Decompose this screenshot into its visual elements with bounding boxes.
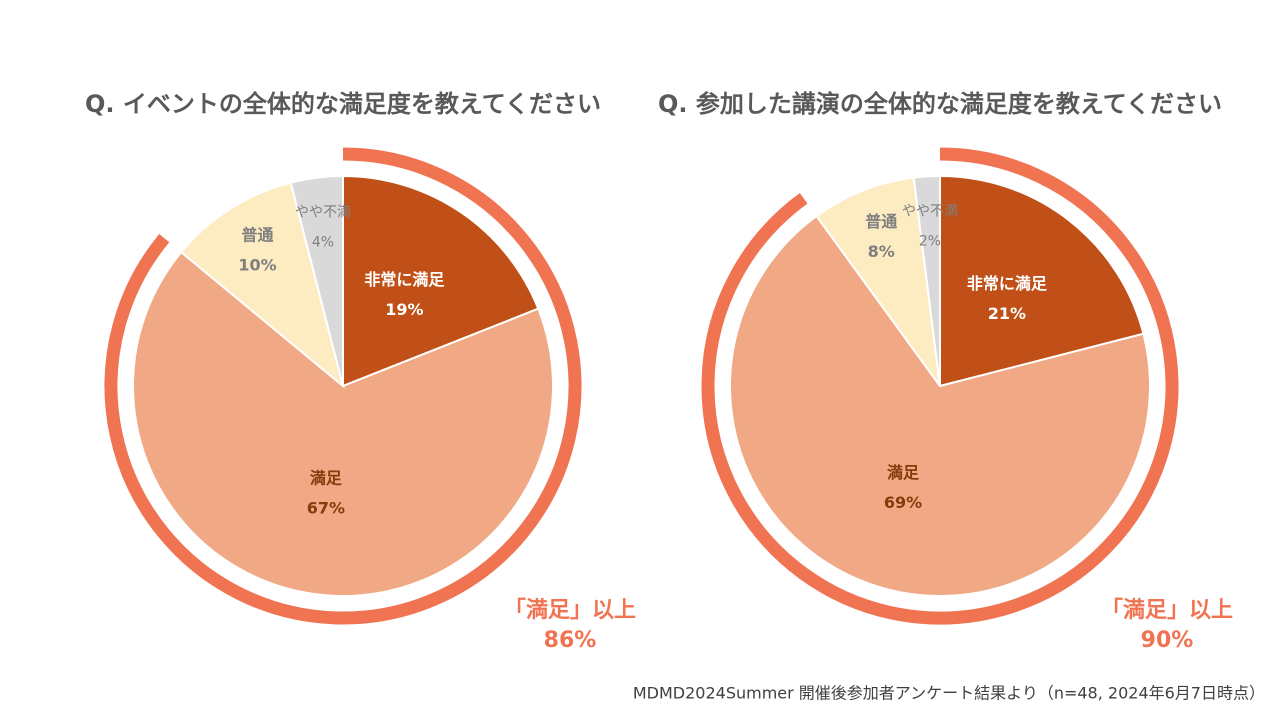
pie-slice <box>815 176 941 387</box>
slice-value: 2% <box>919 234 941 250</box>
slice-label: 満足 <box>310 468 343 487</box>
highlight-arc <box>104 147 582 625</box>
slice-label: 普通 <box>241 226 273 245</box>
slice-value: 67% <box>307 498 345 517</box>
highlight-value: 90% <box>1141 628 1194 653</box>
slice-value: 21% <box>988 304 1026 323</box>
pie-slice <box>289 174 344 387</box>
slice-value: 10% <box>238 256 276 275</box>
pie-slice <box>729 214 1151 597</box>
slice-value: 4% <box>312 235 334 251</box>
slice-label: やや不満 <box>902 204 958 220</box>
pie-slice <box>342 174 540 388</box>
highlight-arc <box>701 147 1179 625</box>
pie-slice <box>132 250 554 597</box>
slice-label: 非常に満足 <box>364 270 445 289</box>
pie-slice <box>912 174 941 387</box>
footnote: MDMD2024Summer 開催後参加者アンケート結果より（n=48, 202… <box>633 684 1265 703</box>
pie-slice <box>939 174 1145 388</box>
slice-label: 非常に満足 <box>967 274 1048 293</box>
chart-title: Q. 参加した講演の全体的な満足度を教えてください <box>658 90 1222 118</box>
slice-label: やや不満 <box>295 205 351 221</box>
slice-label: 満足 <box>887 463 920 482</box>
highlight-value: 86% <box>544 628 597 653</box>
chart-title: Q. イベントの全体的な満足度を教えてください <box>85 90 601 118</box>
slice-label: 普通 <box>865 212 897 231</box>
highlight-label: 「満足」以上 <box>1101 597 1233 623</box>
pie-slice <box>179 181 345 389</box>
slice-value: 19% <box>385 300 423 319</box>
slice-value: 69% <box>884 493 922 512</box>
slice-value: 8% <box>868 242 895 261</box>
highlight-label: 「満足」以上 <box>504 597 636 623</box>
